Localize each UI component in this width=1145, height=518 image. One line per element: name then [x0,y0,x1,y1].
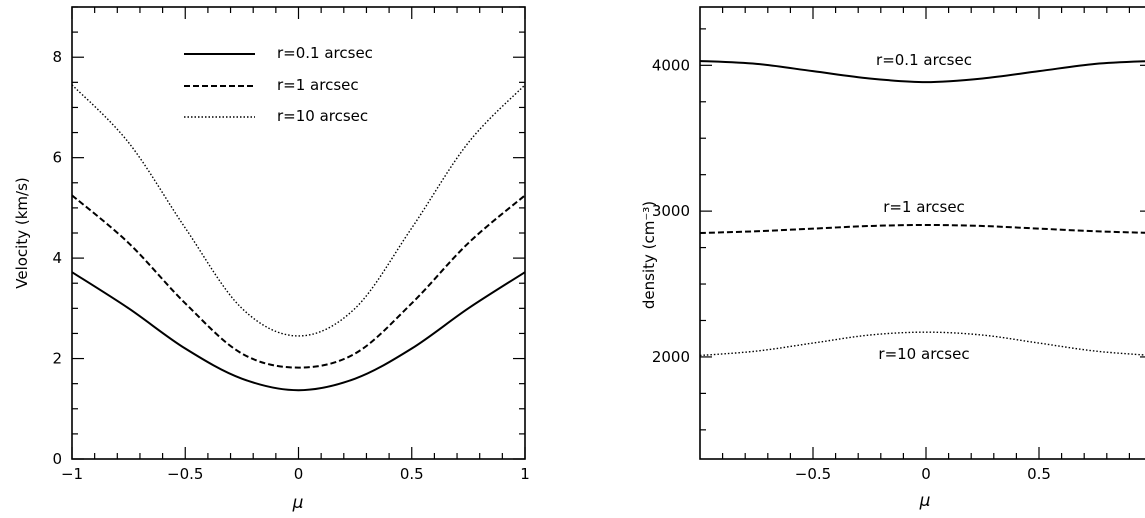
legend-label-r1: r=1 arcsec [277,76,359,94]
y-tick-label: 2000 [652,348,690,366]
annotation-r10: r=10 arcsec [878,345,969,363]
series-line-dashed [699,223,1145,234]
velocity-legend: r=0.1 arcsec r=1 arcsec r=10 arcsec [184,44,373,125]
annotation-r1: r=1 arcsec [883,198,965,216]
y-tick-label: 8 [52,48,62,66]
series-line-dotted [699,331,1145,357]
series-line-solid [71,271,526,392]
annotation-r01: r=0.1 arcsec [876,51,972,69]
density-curves [699,59,1145,357]
series-line-dashed [71,194,526,369]
y-tick-label: 4 [52,249,62,267]
legend-label-r01: r=0.1 arcsec [277,44,373,62]
series-line-dotted [71,84,526,337]
y-tick-label: 4000 [652,56,690,74]
density-x-axis-label: μ [919,491,931,511]
velocity-tick-labels: −1 −0.5 0 0.5 1 0 2 4 6 8 [52,48,529,483]
y-tick-label: 6 [52,149,62,167]
density-axis-ticks [700,7,1145,459]
density-panel: −0.5 0 0.5 2000 3000 4000 μ density (cm⁻³) r=… [640,6,1145,511]
velocity-x-axis-label: μ [292,493,304,513]
y-tick-label: 0 [52,450,62,468]
y-tick-label: 3000 [652,202,690,220]
x-tick-label: 0 [294,465,304,483]
x-tick-label: −1 [61,465,83,483]
x-tick-label: 1 [520,465,530,483]
velocity-y-axis-label: Velocity (km/s) [13,177,31,288]
velocity-curves [71,84,526,392]
x-tick-label: 0.5 [1027,465,1051,483]
density-tick-labels: −0.5 0 0.5 2000 3000 4000 [652,56,1051,483]
velocity-panel: −1 −0.5 0 0.5 1 0 2 4 6 8 μ Velocity (km/s) r=0.1… [13,6,530,513]
series-line-solid [699,59,1145,84]
x-tick-label: 0.5 [400,465,424,483]
legend-label-r10: r=10 arcsec [277,107,368,125]
x-tick-label: −0.5 [167,465,203,483]
y-tick-label: 2 [52,350,62,368]
density-plot-frame [699,6,1145,460]
velocity-axis-ticks [71,6,526,460]
x-tick-label: −0.5 [795,465,831,483]
density-y-axis-label: density (cm⁻³) [640,201,658,309]
x-tick-label: 0 [921,465,931,483]
